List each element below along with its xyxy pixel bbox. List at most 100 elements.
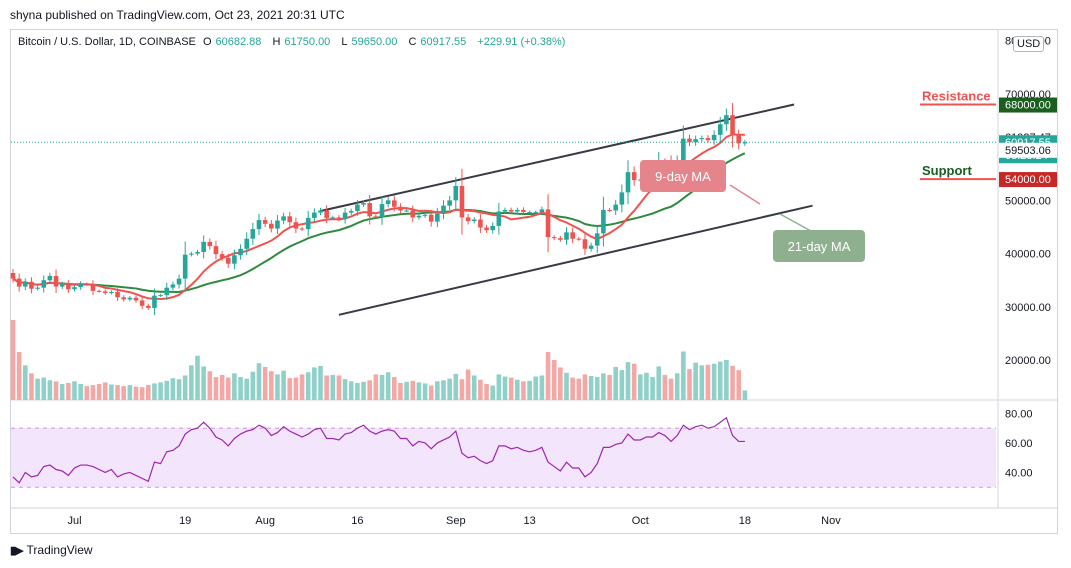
- volume-bar: [558, 367, 563, 400]
- price-tick-label: 40000.00: [1005, 249, 1051, 261]
- volume-bar: [453, 373, 459, 400]
- candle-body: [588, 245, 594, 249]
- candle-body: [730, 115, 735, 136]
- candle-body: [152, 295, 157, 308]
- candle-body: [225, 257, 231, 264]
- volume-bar: [133, 386, 139, 400]
- volume-bar: [478, 379, 483, 400]
- candle-body: [490, 225, 495, 231]
- volume-bar: [176, 379, 182, 400]
- volume-bar: [373, 374, 379, 400]
- candle-body: [459, 185, 465, 218]
- symbol-name[interactable]: Bitcoin / U.S. Dollar, 1D, COINBASE: [18, 36, 196, 48]
- volume-bar: [416, 382, 422, 400]
- volume-bar: [330, 374, 336, 400]
- ma9-label-box: [640, 160, 726, 192]
- time-tick-label: Sep: [446, 515, 466, 527]
- candle-body: [115, 291, 120, 298]
- volume-bar: [293, 377, 299, 400]
- volume-bar: [385, 372, 391, 400]
- ma21-line: [12, 152, 746, 294]
- volume-bar: [225, 377, 231, 400]
- candle-body: [410, 210, 416, 218]
- candle-body: [299, 228, 305, 230]
- volume-bar: [348, 381, 354, 400]
- volume-bar: [299, 374, 305, 400]
- change-value: +229.91 (+0.38%): [477, 36, 566, 48]
- candle-body: [681, 138, 686, 161]
- volume-bar: [16, 352, 22, 400]
- candle-body: [398, 206, 403, 211]
- candle-body: [269, 223, 274, 229]
- volume-bar: [109, 384, 114, 400]
- volume-bar: [638, 374, 643, 400]
- volume-bar: [705, 364, 711, 400]
- volume-bar: [742, 390, 748, 400]
- time-tick-label: 18: [739, 515, 751, 527]
- candle-body: [10, 272, 16, 279]
- candle-body: [551, 237, 557, 239]
- price-tag-label: 59503.06: [1005, 145, 1051, 157]
- volume-bar: [656, 366, 662, 400]
- support-label: Support: [922, 163, 972, 178]
- high-value: 61750.00: [284, 36, 331, 48]
- candle-body: [570, 232, 575, 239]
- candle-body: [736, 135, 741, 144]
- candle-body: [29, 281, 34, 289]
- rsi-tick-label: 40.00: [1005, 467, 1033, 479]
- candle-body: [576, 238, 582, 240]
- candle-body: [601, 209, 606, 234]
- volume-bar: [207, 371, 213, 400]
- candle-body: [336, 217, 342, 219]
- tradingview-logo[interactable]: ▮▶ TradingView: [10, 543, 93, 557]
- volume-bar: [102, 382, 108, 400]
- rsi-band: [11, 428, 996, 488]
- time-tick-label: Oct: [632, 515, 649, 527]
- volume-bar: [53, 381, 59, 400]
- close-value: 60917.55: [420, 36, 467, 48]
- candle-body: [127, 297, 133, 300]
- channel-lower-line: [338, 204, 813, 316]
- candle-body: [379, 204, 385, 217]
- volume-bar: [361, 381, 366, 400]
- candle-body: [373, 216, 379, 218]
- volume-bar: [269, 371, 274, 400]
- candle-body: [508, 209, 514, 212]
- candle-body: [435, 213, 440, 222]
- candle-body: [90, 284, 96, 291]
- volume-bar: [355, 382, 360, 400]
- volume-bar: [379, 374, 385, 400]
- candle-body: [133, 297, 139, 301]
- candle-body: [582, 239, 588, 249]
- currency-button[interactable]: USD: [1013, 36, 1045, 52]
- candle-body: [619, 192, 625, 205]
- volume-bar: [336, 375, 342, 400]
- volume-bar: [152, 383, 157, 400]
- volume-bar: [724, 360, 729, 400]
- tradingview-logo-text: TradingView: [26, 543, 93, 557]
- volume-bar: [201, 366, 206, 400]
- volume-bar: [127, 385, 133, 400]
- candle-body: [164, 287, 170, 296]
- rsi-tick-label: 60.00: [1005, 438, 1033, 450]
- candle-body: [385, 200, 391, 205]
- volume-bar: [244, 378, 249, 400]
- volume-bar: [219, 374, 225, 400]
- candle-body: [367, 203, 372, 217]
- volume-bar: [164, 380, 170, 400]
- candle-body: [305, 217, 311, 230]
- candle-body: [545, 209, 551, 238]
- candle-body: [711, 134, 717, 141]
- candle-body: [416, 215, 422, 218]
- candle-body: [96, 290, 102, 292]
- candle-body: [293, 222, 299, 229]
- volume-bar: [662, 374, 668, 400]
- volume-bar: [250, 371, 256, 400]
- volume-bar: [158, 382, 163, 400]
- volume-bar: [582, 374, 588, 400]
- volume-bar: [588, 376, 594, 400]
- candle-body: [318, 210, 323, 213]
- candle-body: [699, 138, 705, 140]
- candle-body: [330, 217, 336, 219]
